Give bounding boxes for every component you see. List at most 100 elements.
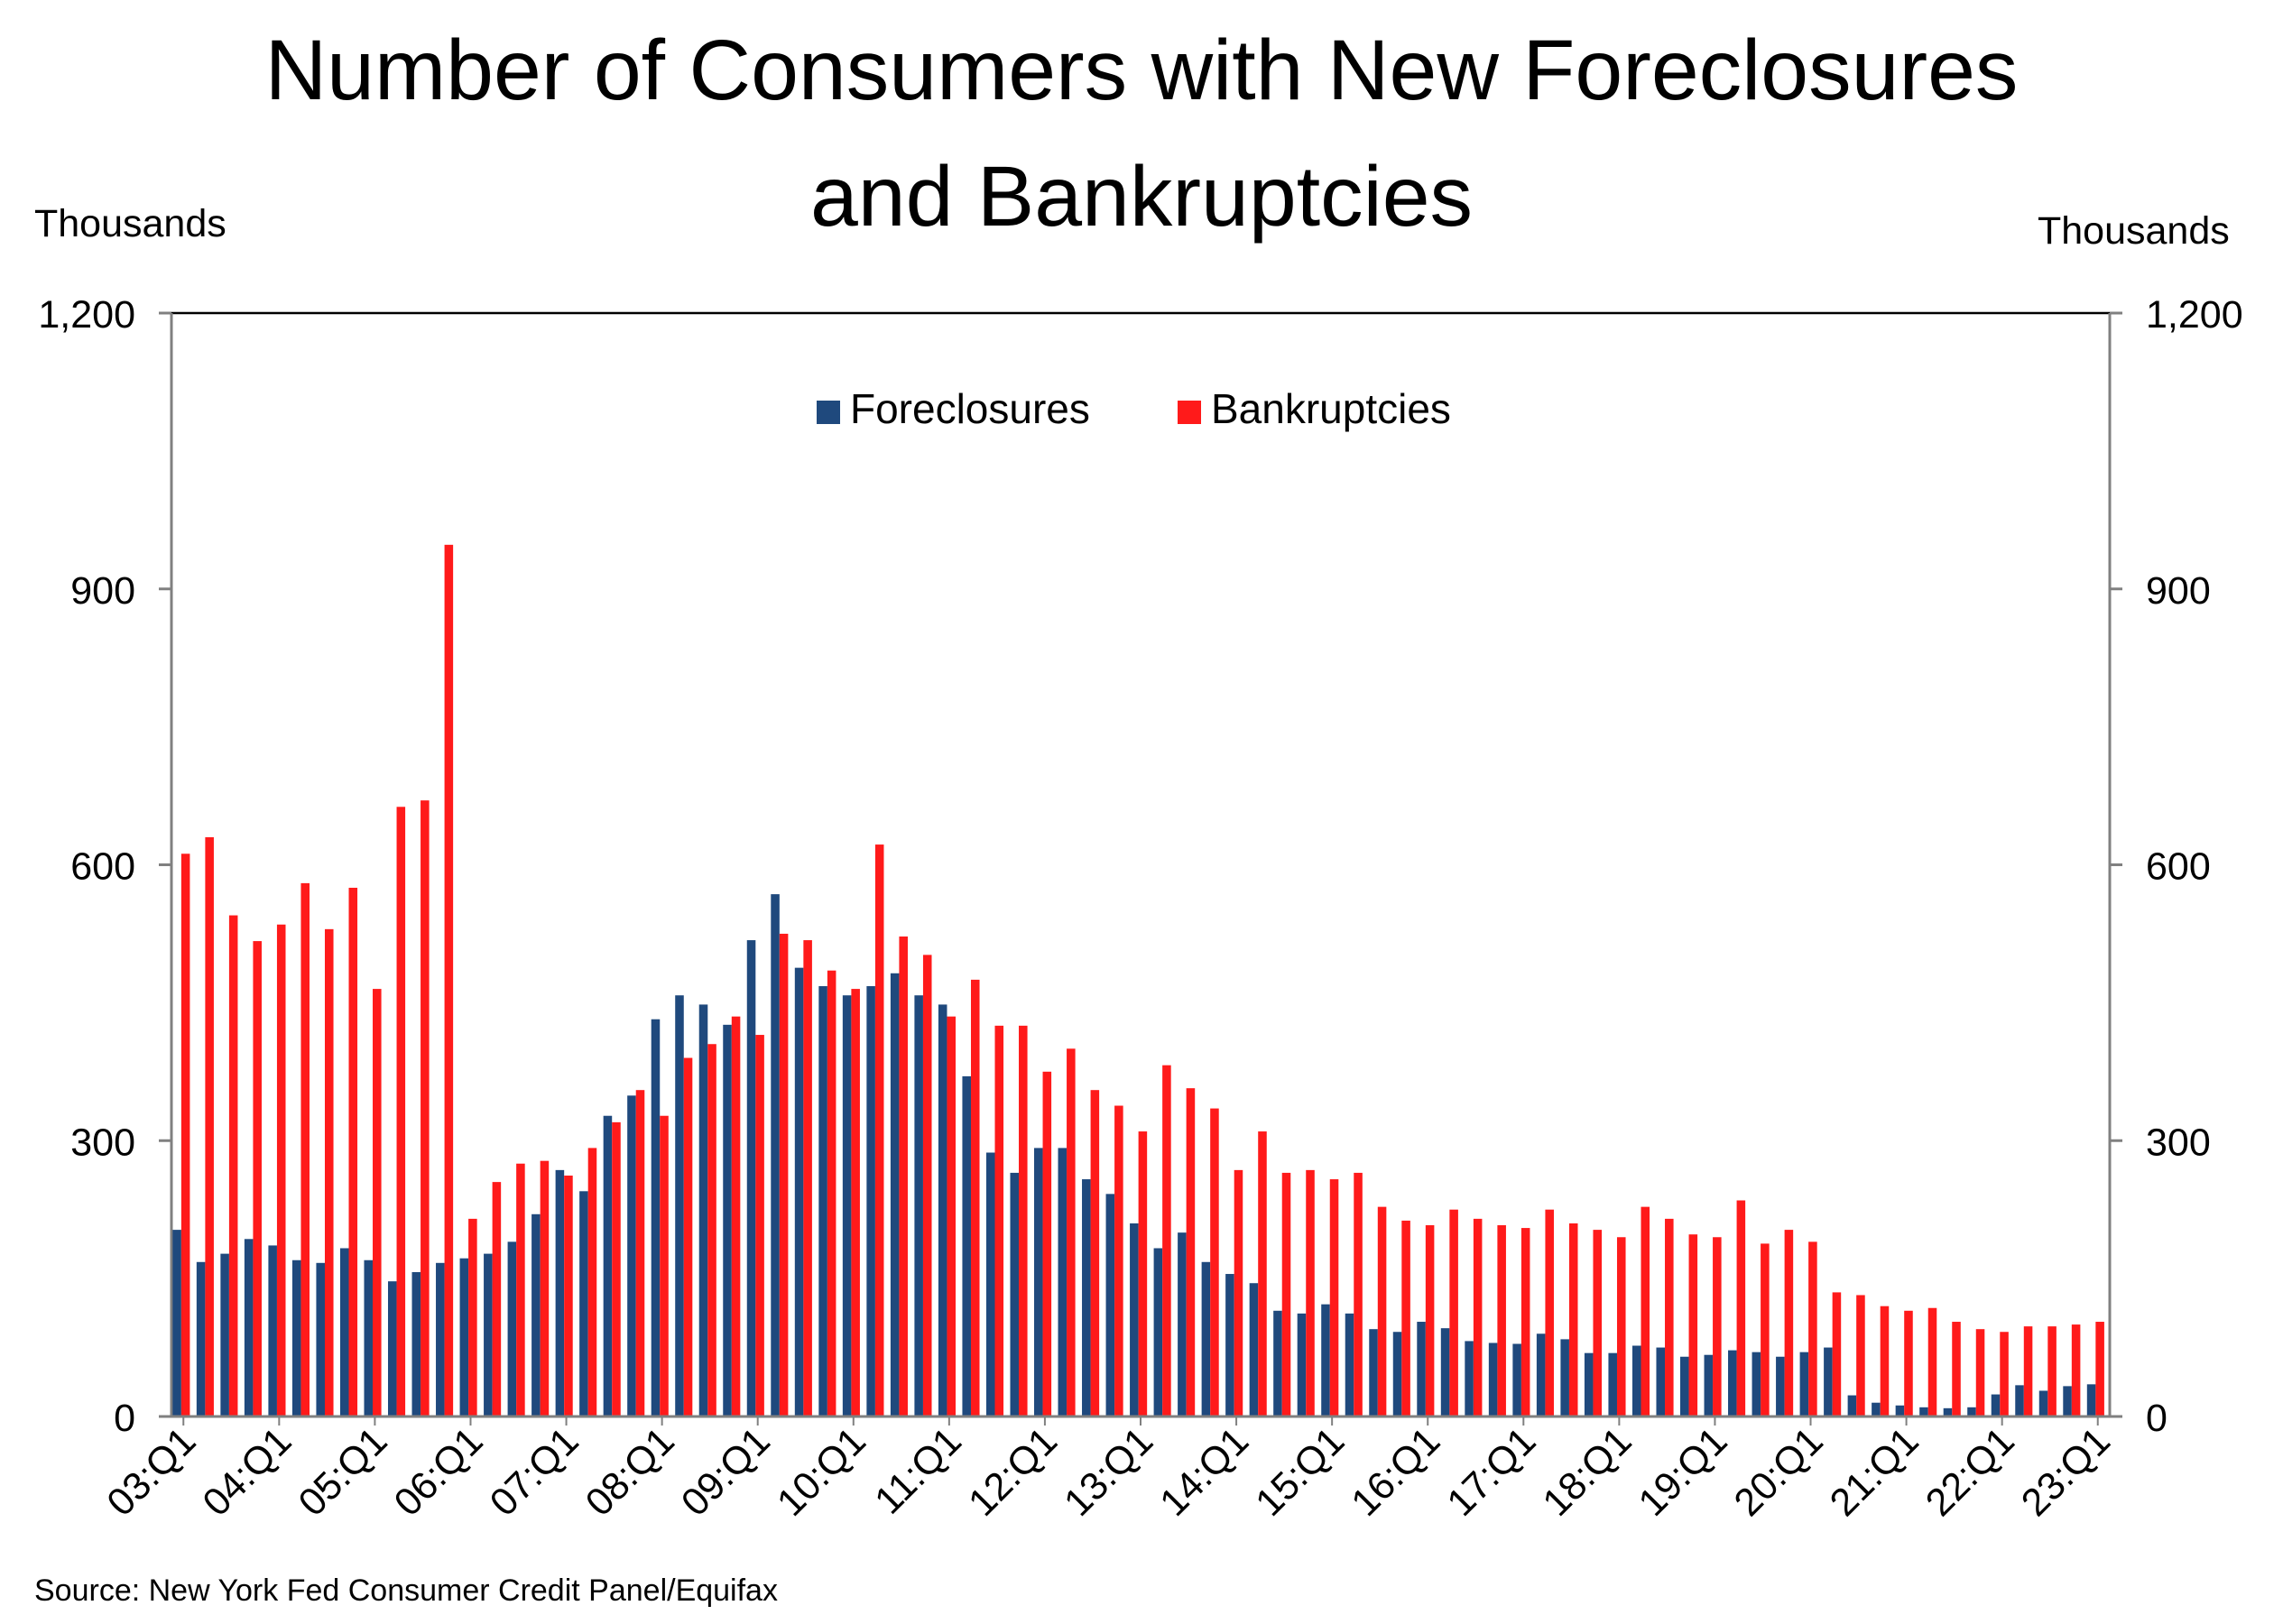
bar-foreclosures — [1679, 1356, 1689, 1416]
bar-foreclosures — [244, 1239, 254, 1416]
bar-bankruptcies — [1042, 1071, 1052, 1416]
x-tick-label: 16:Q1 — [1344, 1419, 1449, 1525]
bar-bankruptcies — [253, 941, 262, 1416]
bar-foreclosures — [2038, 1390, 2048, 1416]
bar-bankruptcies — [324, 928, 334, 1416]
bar-bankruptcies — [2047, 1326, 2057, 1416]
chart-title: Number of Consumers with New Foreclosure… — [0, 7, 2283, 260]
bar-foreclosures — [1273, 1310, 1282, 1416]
bar-bankruptcies — [2000, 1332, 2009, 1416]
x-tick-label: 22:Q1 — [1918, 1419, 2023, 1525]
bar-bankruptcies — [1856, 1295, 1865, 1416]
bar-bankruptcies — [755, 1035, 764, 1416]
x-tick-label: 19:Q1 — [1631, 1419, 1736, 1525]
bar-bankruptcies — [1784, 1230, 1794, 1416]
x-tick-label: 06:Q1 — [386, 1419, 492, 1525]
bar-foreclosures — [938, 1004, 947, 1416]
bar-bankruptcies — [851, 989, 860, 1416]
bar-bankruptcies — [300, 882, 310, 1416]
bar-foreclosures — [1058, 1148, 1068, 1416]
bar-bankruptcies — [1832, 1292, 1842, 1416]
x-tick-label: 14:Q1 — [1151, 1419, 1257, 1525]
bar-bankruptcies — [803, 940, 812, 1416]
bar-bankruptcies — [1377, 1206, 1387, 1416]
bar-foreclosures — [1465, 1341, 1474, 1416]
y-tick-label-left: 300 — [70, 1121, 135, 1164]
bar-bankruptcies — [1616, 1237, 1626, 1416]
bar-bankruptcies — [1401, 1220, 1410, 1416]
bar-bankruptcies — [970, 979, 980, 1416]
chart-title-line-2: and Bankruptcies — [809, 149, 1474, 245]
bar-bankruptcies — [827, 970, 836, 1416]
x-tick-label: 04:Q1 — [195, 1419, 300, 1525]
bar-foreclosures — [1943, 1407, 1953, 1416]
bar-foreclosures — [2063, 1386, 2072, 1416]
bar-bankruptcies — [1090, 1090, 1100, 1416]
bar-foreclosures — [723, 1024, 732, 1416]
bar-foreclosures — [1631, 1345, 1641, 1416]
x-tick-label: 11:Q1 — [866, 1419, 970, 1523]
bar-foreclosures — [1178, 1232, 1187, 1416]
bar-bankruptcies — [707, 1044, 716, 1416]
bar-bankruptcies — [516, 1163, 525, 1416]
bar-foreclosures — [2086, 1384, 2096, 1416]
bar-foreclosures — [316, 1262, 325, 1416]
bar-bankruptcies — [1545, 1209, 1554, 1416]
y-tick-label-right: 0 — [2146, 1397, 2167, 1440]
bar-bankruptcies — [1665, 1218, 1674, 1416]
bar-bankruptcies — [1688, 1234, 1698, 1416]
chart-title-line-1: Number of Consumers with New Foreclosure… — [264, 23, 2019, 118]
bar-bankruptcies — [1449, 1209, 1458, 1416]
bar-bankruptcies — [421, 800, 430, 1416]
bar-foreclosures — [866, 986, 875, 1416]
bar-bankruptcies — [1210, 1108, 1219, 1416]
right-axis-unit-label: Thousands — [2038, 209, 2230, 253]
bar-foreclosures — [1847, 1395, 1857, 1416]
bar-foreclosures — [1560, 1339, 1569, 1416]
bar-bankruptcies — [2023, 1326, 2033, 1416]
bar-bankruptcies — [1641, 1206, 1650, 1416]
bar-foreclosures — [1321, 1304, 1330, 1416]
bar-bankruptcies — [1067, 1048, 1076, 1416]
bar-foreclosures — [818, 986, 827, 1416]
legend-label-foreclosures: Foreclosures — [850, 385, 1090, 432]
bar-foreclosures — [1704, 1354, 1714, 1416]
y-tick-label-right: 300 — [2146, 1121, 2211, 1164]
x-tick-label: 07:Q1 — [482, 1419, 587, 1525]
x-tick-label: 09:Q1 — [673, 1419, 779, 1525]
bar-foreclosures — [1728, 1350, 1737, 1416]
x-tick-label: 08:Q1 — [578, 1419, 683, 1525]
bar-foreclosures — [914, 995, 923, 1416]
bar-bankruptcies — [468, 1218, 477, 1416]
bar-bankruptcies — [1114, 1105, 1123, 1416]
x-tick-label: 18:Q1 — [1535, 1419, 1641, 1525]
y-tick-label-left: 600 — [70, 845, 135, 889]
bar-bankruptcies — [1713, 1237, 1722, 1416]
bar-foreclosures — [603, 1115, 613, 1416]
x-tick-label: 21:Q1 — [1822, 1419, 1927, 1525]
bar-bankruptcies — [1258, 1131, 1267, 1416]
bar-bankruptcies — [1880, 1306, 1890, 1416]
bar-bankruptcies — [1736, 1200, 1746, 1416]
bar-foreclosures — [1105, 1194, 1115, 1416]
bar-bankruptcies — [1593, 1230, 1603, 1416]
bar-bankruptcies — [373, 989, 382, 1416]
bar-bankruptcies — [1186, 1088, 1196, 1416]
bar-foreclosures — [1201, 1261, 1211, 1416]
bar-foreclosures — [675, 995, 684, 1416]
bar-foreclosures — [890, 973, 900, 1416]
bar-bankruptcies — [348, 887, 358, 1416]
bar-bankruptcies — [683, 1057, 693, 1416]
legend-swatch-foreclosures — [817, 401, 840, 424]
bar-bankruptcies — [1354, 1172, 1363, 1416]
bar-foreclosures — [579, 1191, 588, 1416]
bar-foreclosures — [2015, 1385, 2024, 1416]
bar-foreclosures — [746, 940, 756, 1416]
y-tick-label-left: 900 — [70, 569, 135, 613]
bar-bankruptcies — [564, 1175, 573, 1416]
y-tick-label-right: 1,200 — [2146, 293, 2243, 337]
bar-bankruptcies — [1808, 1241, 1817, 1416]
bar-bankruptcies — [1904, 1310, 1913, 1416]
bar-foreclosures — [842, 995, 852, 1416]
